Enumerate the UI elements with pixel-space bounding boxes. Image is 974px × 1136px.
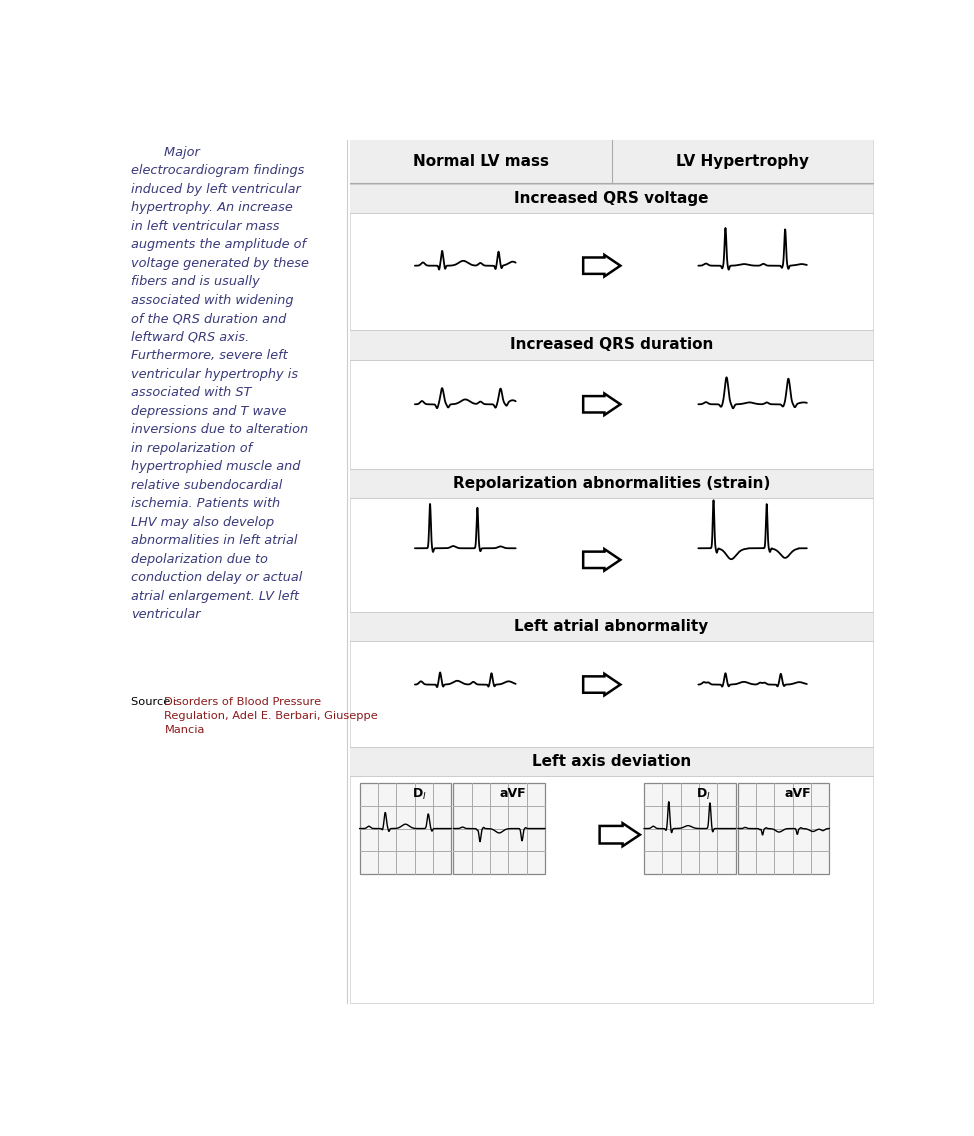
Bar xyxy=(351,331,873,360)
Text: Increased QRS voltage: Increased QRS voltage xyxy=(514,191,709,207)
Polygon shape xyxy=(583,254,620,276)
Polygon shape xyxy=(583,549,620,570)
Bar xyxy=(351,469,873,499)
Text: D$_I$: D$_I$ xyxy=(412,787,427,802)
Text: Major
electrocardiogram findings
induced by left ventricular
hypertrophy. An inc: Major electrocardiogram findings induced… xyxy=(131,145,309,621)
Text: Source :: Source : xyxy=(131,696,181,707)
Polygon shape xyxy=(583,393,620,415)
Text: Increased QRS duration: Increased QRS duration xyxy=(509,337,713,352)
Bar xyxy=(738,783,829,874)
Text: D$_I$: D$_I$ xyxy=(696,787,711,802)
Text: LV Hypertrophy: LV Hypertrophy xyxy=(676,153,808,169)
Polygon shape xyxy=(583,674,620,695)
Bar xyxy=(351,140,873,1003)
Text: Repolarization abnormalities (strain): Repolarization abnormalities (strain) xyxy=(453,476,770,491)
Bar xyxy=(644,783,735,874)
Bar xyxy=(454,783,544,874)
Text: Left axis deviation: Left axis deviation xyxy=(532,754,692,769)
Polygon shape xyxy=(600,824,640,846)
Text: Disorders of Blood Pressure
Regulation, Adel E. Berbari, Giuseppe
Mancia: Disorders of Blood Pressure Regulation, … xyxy=(165,696,378,735)
Text: aVF: aVF xyxy=(784,787,810,800)
Bar xyxy=(351,140,873,183)
Bar xyxy=(351,747,873,776)
Text: Left atrial abnormality: Left atrial abnormality xyxy=(514,619,709,634)
Text: Normal LV mass: Normal LV mass xyxy=(413,153,549,169)
Bar xyxy=(359,783,451,874)
Text: aVF: aVF xyxy=(500,787,526,800)
Bar xyxy=(351,184,873,214)
Bar xyxy=(351,612,873,642)
